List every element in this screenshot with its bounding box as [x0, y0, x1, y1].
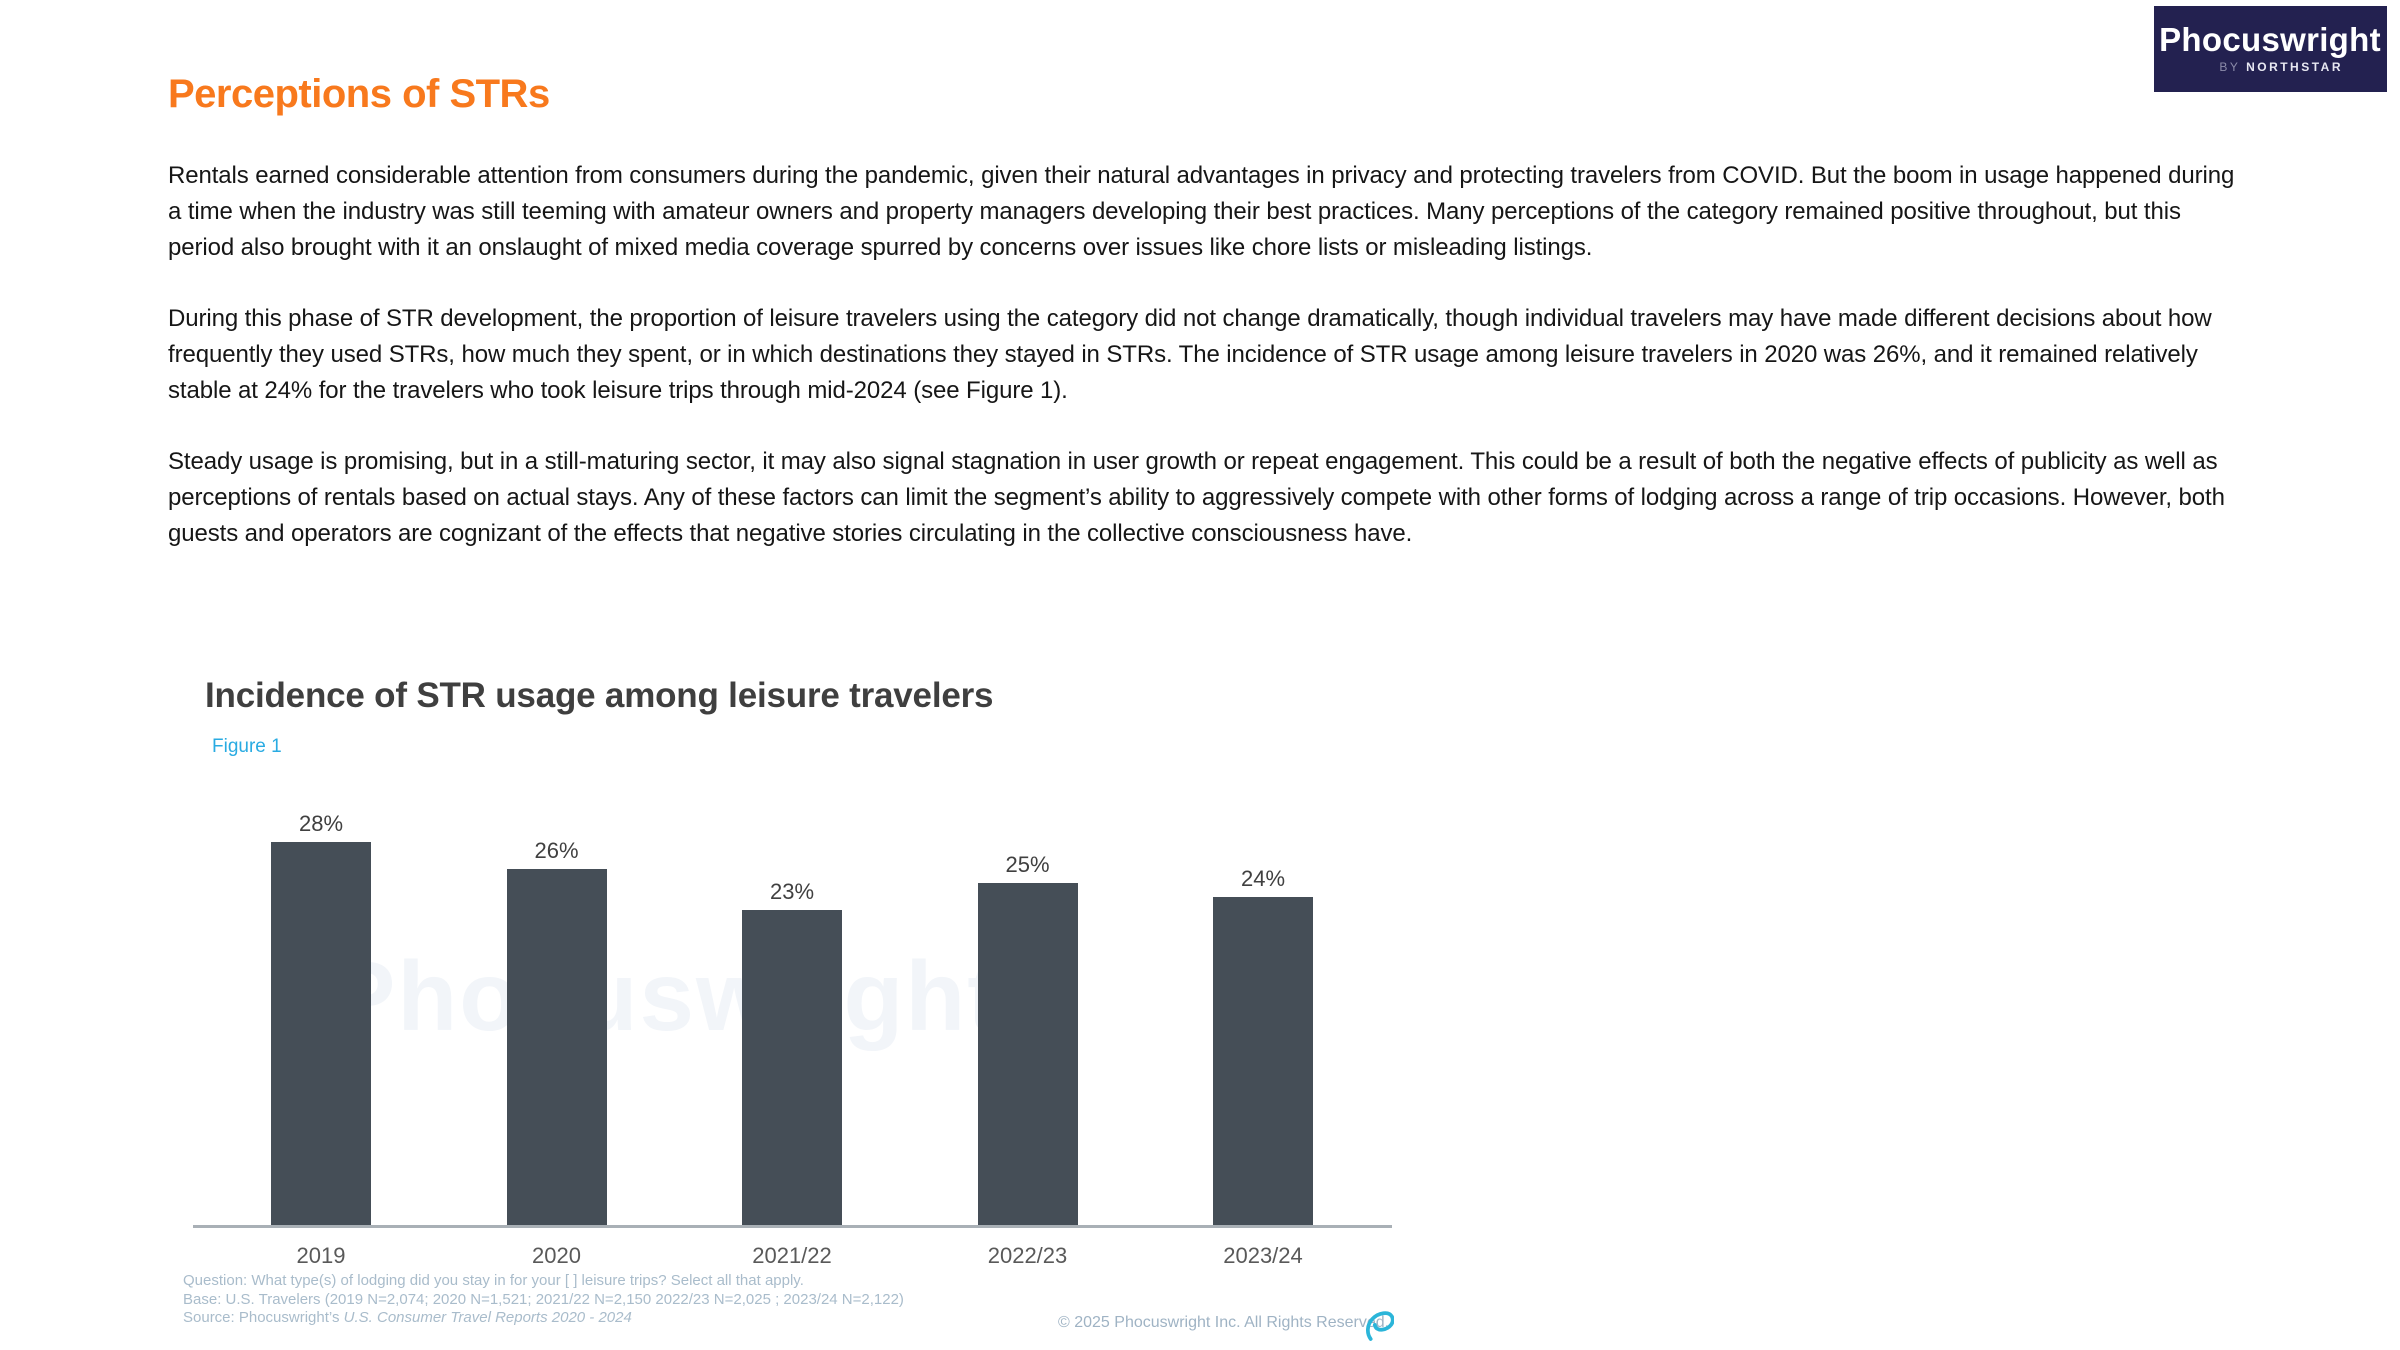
bar: [1213, 897, 1313, 1225]
paragraph-3: Steady usage is promising, but in a stil…: [168, 448, 2225, 547]
bar-group: 23%: [742, 879, 842, 1225]
x-axis-label: 2021/22: [752, 1243, 832, 1268]
copyright: © 2025 Phocuswright Inc. All Rights Rese…: [1058, 1314, 1390, 1331]
bar: [271, 842, 371, 1225]
logo-byline: BY NORTHSTAR: [2219, 60, 2343, 74]
chart-title: Incidence of STR usage among leisure tra…: [205, 676, 994, 715]
x-axis-label: 2019: [296, 1243, 346, 1268]
bar-value-label: 28%: [298, 811, 344, 836]
phocuswright-logo: Phocuswright BY NORTHSTAR: [2154, 6, 2387, 92]
body-copy: Rentals earned considerable attention fr…: [168, 158, 2246, 587]
page-title: Perceptions of STRs: [168, 72, 550, 116]
bar: [742, 910, 842, 1225]
bar-value-label: 26%: [534, 838, 579, 863]
bar-value-label: 25%: [1005, 852, 1050, 877]
logo-wordmark: Phocuswright: [2159, 21, 2381, 58]
bar-group: 28%: [271, 811, 371, 1225]
x-axis-label: 2022/23: [987, 1243, 1068, 1268]
question-mark-icon: [1366, 1311, 1394, 1341]
bar-chart: 28% 26% 23% 25% 24%: [193, 800, 1392, 1228]
footnotes: Question: What type(s) of lodging did yo…: [183, 1272, 904, 1328]
paragraph-2: During this phase of STR development, th…: [168, 305, 2212, 404]
bar-value-label: 24%: [1240, 866, 1286, 891]
paragraph-1: Rentals earned considerable attention fr…: [168, 162, 2235, 261]
footnote-base: Base: U.S. Travelers (2019 N=2,074; 2020…: [183, 1290, 904, 1308]
bar-value-label: 23%: [769, 879, 815, 904]
bar: [977, 883, 1078, 1225]
bar-group: 26%: [506, 838, 607, 1225]
bar-group: 25%: [977, 852, 1078, 1225]
bar-group: 24%: [1213, 866, 1313, 1225]
bar: [506, 869, 607, 1225]
footnote-source: Source: Phocuswright’s U.S. Consumer Tra…: [183, 1309, 632, 1326]
x-axis-labels: 2019 2020 2021/22 2022/23 2023/24: [193, 1243, 1392, 1269]
x-axis-label: 2023/24: [1223, 1243, 1303, 1268]
footnote-question: Question: What type(s) of lodging did yo…: [183, 1272, 804, 1289]
watermark: Phocuswright: [330, 941, 1002, 1051]
x-axis-label: 2020: [532, 1243, 581, 1268]
figure-label: Figure 1: [212, 736, 282, 757]
